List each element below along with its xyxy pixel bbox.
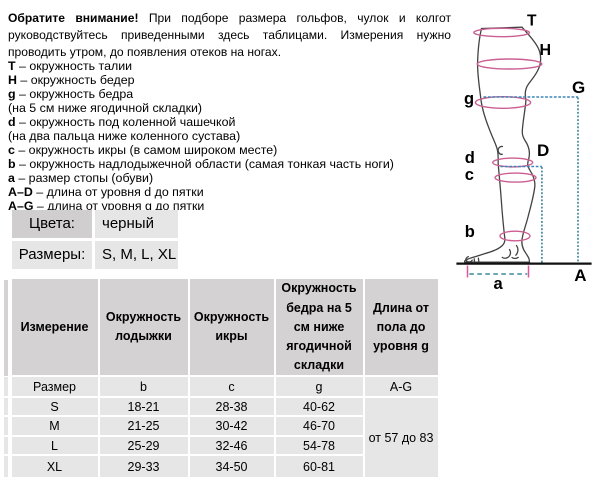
svg-text:G: G xyxy=(572,78,585,97)
svg-text:a: a xyxy=(494,275,504,293)
svg-text:T: T xyxy=(527,13,537,30)
svg-text:A: A xyxy=(574,266,586,285)
svg-text:b: b xyxy=(465,223,475,241)
svg-text:c: c xyxy=(465,166,474,184)
svg-text:D: D xyxy=(537,141,549,160)
svg-text:H: H xyxy=(540,42,552,59)
svg-text:g: g xyxy=(464,90,474,108)
svg-text:d: d xyxy=(465,149,475,167)
